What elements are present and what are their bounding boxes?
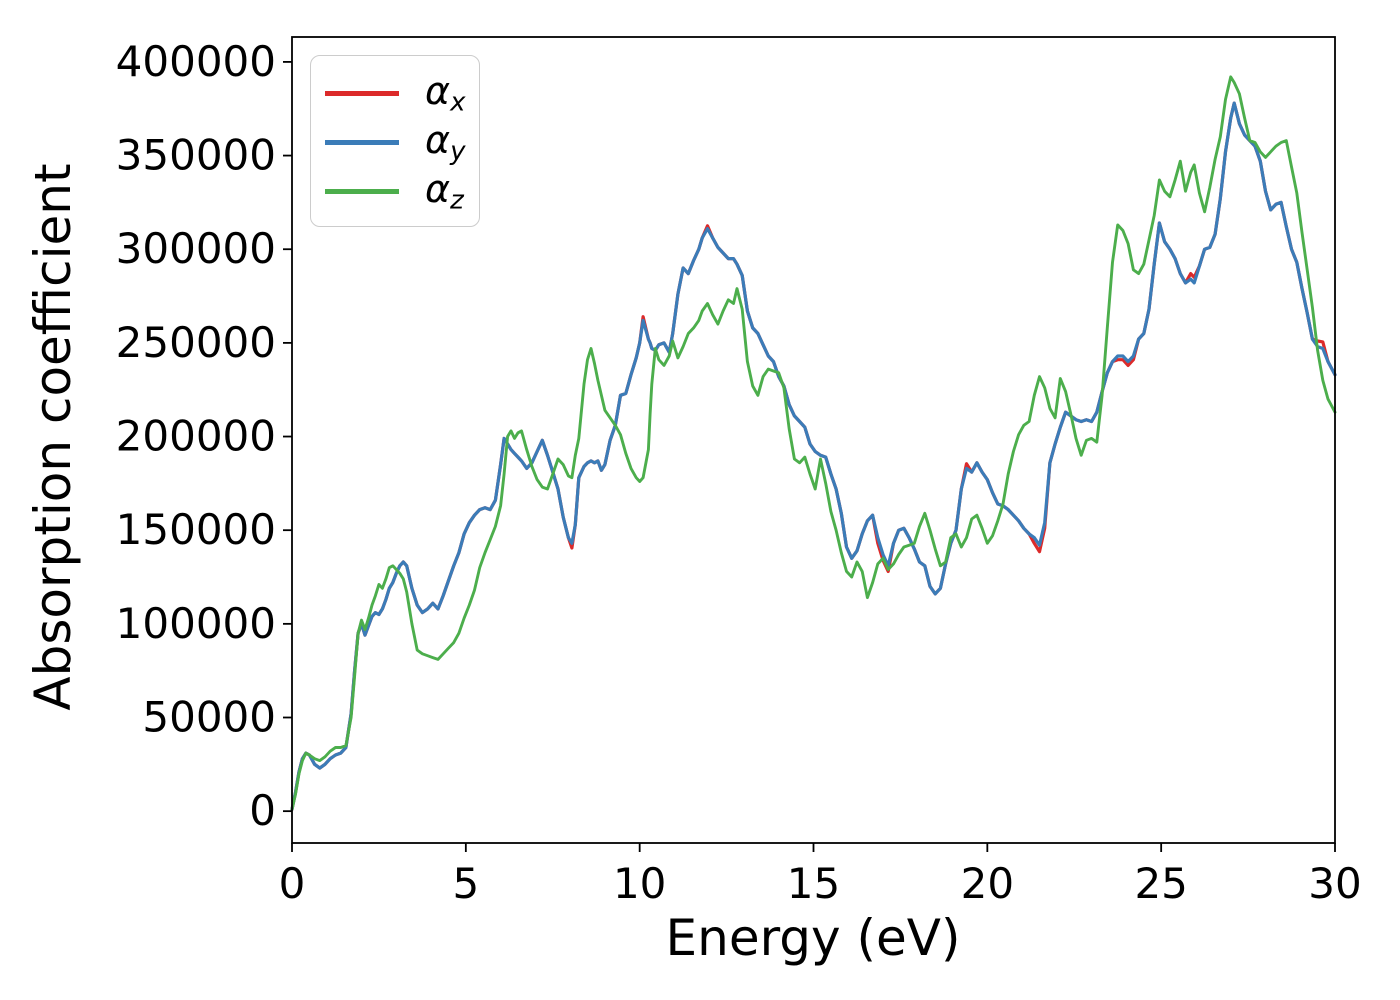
- legend-line-swatch-green: [325, 189, 399, 194]
- x-tick-label: 5: [452, 859, 479, 908]
- x-tick-label: 20: [961, 859, 1014, 908]
- x-tick-label: 30: [1308, 859, 1361, 908]
- x-tick-label: 0: [279, 859, 306, 908]
- legend-label: αz: [425, 166, 464, 216]
- series-alpha-z: [290, 75, 1337, 811]
- plot-series-group: [290, 75, 1337, 811]
- y-tick-label: 150000: [116, 505, 276, 554]
- y-tick-label: 100000: [116, 599, 276, 648]
- y-axis-label: Absorption coefficient: [24, 163, 82, 711]
- legend-entry-alpha-y: αy: [325, 118, 479, 167]
- x-tick-label: 10: [613, 859, 666, 908]
- legend-line-swatch-blue: [325, 140, 399, 145]
- legend: αx αy αz: [310, 55, 480, 227]
- legend-line-swatch-red: [325, 91, 399, 96]
- y-tick-label: 50000: [142, 693, 276, 742]
- series-alpha-y: [290, 101, 1337, 811]
- legend-label: αx: [425, 68, 466, 118]
- legend-entry-alpha-x: αx: [325, 69, 479, 118]
- y-tick-label: 200000: [116, 412, 276, 461]
- legend-label: αy: [425, 117, 466, 167]
- x-axis-label: Energy (eV): [665, 909, 961, 967]
- y-tick-label: 0: [249, 786, 276, 835]
- y-tick-label: 250000: [116, 318, 276, 367]
- y-tick-label: 400000: [116, 37, 276, 86]
- legend-entry-alpha-z: αz: [325, 167, 479, 216]
- y-tick-label: 350000: [116, 131, 276, 180]
- plot-axes-group: 0 5 10 15 20 25 30 0 50000 100000 150000 200000 2500…: [116, 36, 1362, 908]
- y-tick-label: 300000: [116, 224, 276, 273]
- x-tick-label: 15: [787, 859, 840, 908]
- x-tick-label: 25: [1134, 859, 1187, 908]
